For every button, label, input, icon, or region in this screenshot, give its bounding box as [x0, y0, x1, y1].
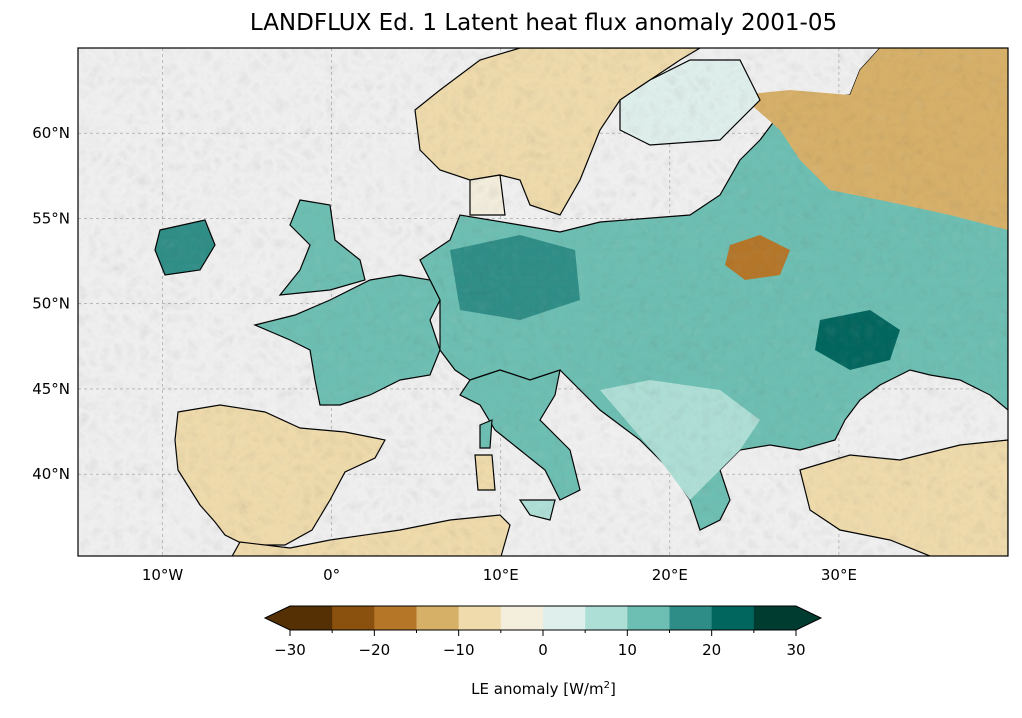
colorbar-tick-label: 0 — [538, 641, 548, 659]
colorbar-tick-label: 20 — [702, 641, 721, 659]
colorbar-tick-label: −20 — [359, 641, 391, 659]
ytick-label: 45°N — [32, 380, 70, 398]
xtick-label: 10°W — [142, 566, 184, 584]
colorbar-label-end: ] — [609, 680, 616, 698]
ytick-label: 40°N — [32, 465, 70, 483]
ytick-label: 55°N — [32, 209, 70, 227]
colorbar: −30 −20 −10 0 10 20 30 — [263, 605, 823, 659]
colorbar-extend-min — [265, 606, 290, 630]
map-frame — [77, 47, 1009, 557]
xtick-label: 0° — [323, 566, 340, 584]
colorbar-segment — [500, 606, 544, 630]
colorbar-label-sup: 2 — [603, 680, 610, 691]
land-masses — [78, 48, 1008, 556]
colorbar-extend-max — [796, 606, 821, 630]
colorbar-tick-label: −30 — [274, 641, 306, 659]
colorbar-label: LE anomaly [W/m2] — [265, 680, 822, 698]
colorbar-segment — [543, 606, 586, 630]
colorbar-segment — [290, 606, 333, 630]
ytick-label: 60°N — [32, 124, 70, 142]
colorbar-tick-label: 10 — [618, 641, 637, 659]
xtick-label: 20°E — [652, 566, 688, 584]
colorbar-segment — [585, 606, 628, 630]
colorbar-segment — [711, 606, 755, 630]
colorbar-label-text: LE anomaly [W/m — [471, 680, 604, 698]
colorbar-segment — [374, 606, 417, 630]
colorbar-tick-label: 30 — [786, 641, 805, 659]
map-title: LANDFLUX Ed. 1 Latent heat flux anomaly … — [249, 10, 838, 36]
colorbar-segment — [669, 606, 713, 630]
colorbar-segment — [753, 606, 797, 630]
colorbar-segment — [627, 606, 670, 630]
ytick-label: 50°N — [32, 295, 70, 313]
xtick-label: 10°E — [483, 566, 519, 584]
colorbar-segment — [332, 606, 375, 630]
xtick-label: 30°E — [821, 566, 857, 584]
colorbar-tick-label: −10 — [443, 641, 475, 659]
colorbar-segment — [458, 606, 502, 630]
axis-ticks: 10°W 0° 10°E 20°E 30°E 60°N 55°N 50°N 45°N 40°N — [32, 124, 857, 584]
colorbar-segment — [416, 606, 460, 630]
